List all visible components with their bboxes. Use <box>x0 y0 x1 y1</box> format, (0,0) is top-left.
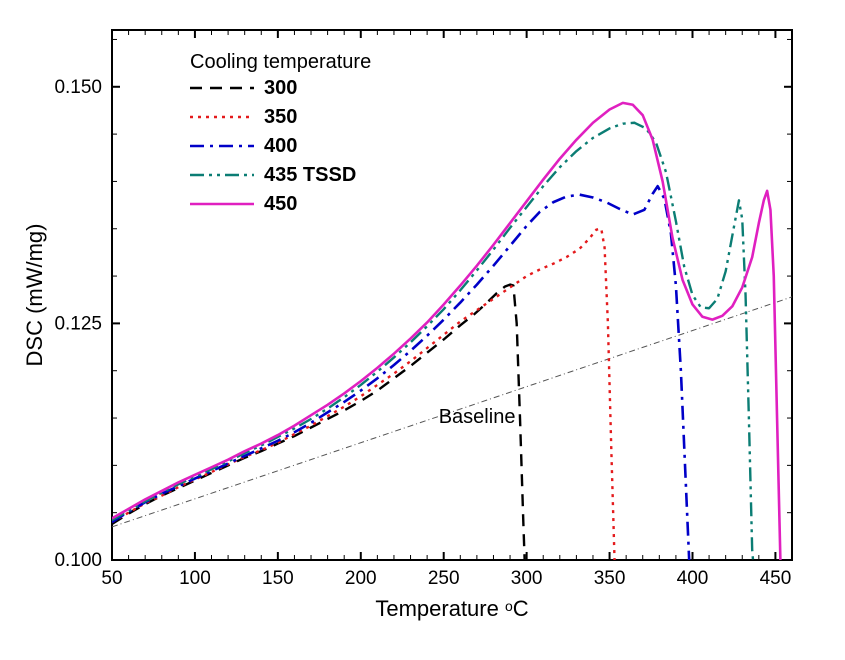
legend-label-400: 400 <box>264 135 297 157</box>
x-tick-label: 350 <box>594 568 626 589</box>
baseline-label: Baseline <box>439 406 516 428</box>
series-435 TSSD <box>112 123 754 570</box>
legend-label-300: 300 <box>264 77 297 99</box>
x-tick-label: 100 <box>179 568 211 589</box>
x-tick-label: 250 <box>428 568 460 589</box>
chart-svg: 50 100 150 200 250 300 350 400 450 Temperature oC… <box>0 0 845 655</box>
x-axis-title: Temperature oC <box>375 596 528 621</box>
legend: Cooling temperature 300 350 400 435 TSSD 450 <box>190 51 371 215</box>
y-axis-title: DSC (mW/mg) <box>22 224 47 367</box>
x-tick-label: 50 <box>101 568 122 589</box>
legend-label-350: 350 <box>264 106 297 128</box>
x-tick-label: 200 <box>345 568 377 589</box>
x-tick-label: 150 <box>262 568 294 589</box>
y-tick-label: 0.125 <box>54 313 102 334</box>
dsc-chart: 50 100 150 200 250 300 350 400 450 Temperature oC… <box>0 0 845 655</box>
x-tick-label: 450 <box>760 568 792 589</box>
series-400 <box>112 186 691 569</box>
legend-label-435 TSSD: 435 TSSD <box>264 164 356 186</box>
y-tick-label: 0.150 <box>54 77 102 98</box>
x-tick-label: 300 <box>511 568 543 589</box>
x-tick-label: 400 <box>677 568 709 589</box>
y-tick-label: 0.100 <box>54 550 102 571</box>
series-group <box>112 103 792 570</box>
legend-label-450: 450 <box>264 193 297 215</box>
legend-title: Cooling temperature <box>190 51 371 73</box>
